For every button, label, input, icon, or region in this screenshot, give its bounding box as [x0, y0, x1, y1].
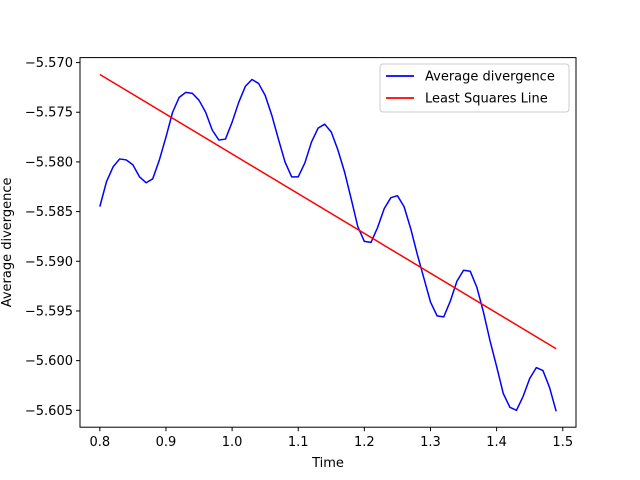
x-tick-label: 1.0: [222, 435, 243, 450]
y-axis: −5.570 −5.575 −5.580 −5.585 −5.590 −5.595 −5.6…: [25, 56, 80, 419]
y-axis-label: Average divergence: [0, 177, 15, 307]
y-tick-label: −5.570: [25, 56, 73, 71]
y-tick-label: −5.575: [25, 106, 73, 121]
y-tick-label: −5.590: [25, 255, 73, 270]
legend-label-least-squares-line: Least Squares Line: [425, 92, 548, 107]
x-tick-label: 0.8: [89, 435, 110, 450]
legend: Average divergence Least Squares Line: [379, 63, 570, 113]
plot-area: [79, 57, 577, 428]
series-line-average-divergence: [99, 78, 557, 412]
x-tick-label: 1.4: [486, 435, 507, 450]
axes-frame: [79, 57, 577, 428]
legend-box: [379, 63, 570, 113]
y-tick-label: −5.585: [25, 205, 73, 220]
x-tick-label: 0.9: [156, 435, 177, 450]
x-axis: 0.8 0.9 1.0 1.1 1.2 1.3 1.4 1.5: [89, 427, 573, 450]
x-tick-label: 1.5: [552, 435, 573, 450]
x-tick-label: 1.3: [420, 435, 441, 450]
series-layer: [99, 73, 557, 412]
x-axis-label: Time: [311, 456, 344, 471]
y-tick-label: −5.580: [25, 155, 73, 170]
legend-label-average-divergence: Average divergence: [425, 70, 555, 85]
y-tick-label: −5.595: [25, 304, 73, 319]
x-tick-label: 1.2: [354, 435, 375, 450]
y-tick-label: −5.605: [25, 404, 73, 419]
x-tick-label: 1.1: [288, 435, 309, 450]
series-line-least-squares-line: [99, 73, 557, 350]
y-tick-label: −5.600: [25, 354, 73, 369]
